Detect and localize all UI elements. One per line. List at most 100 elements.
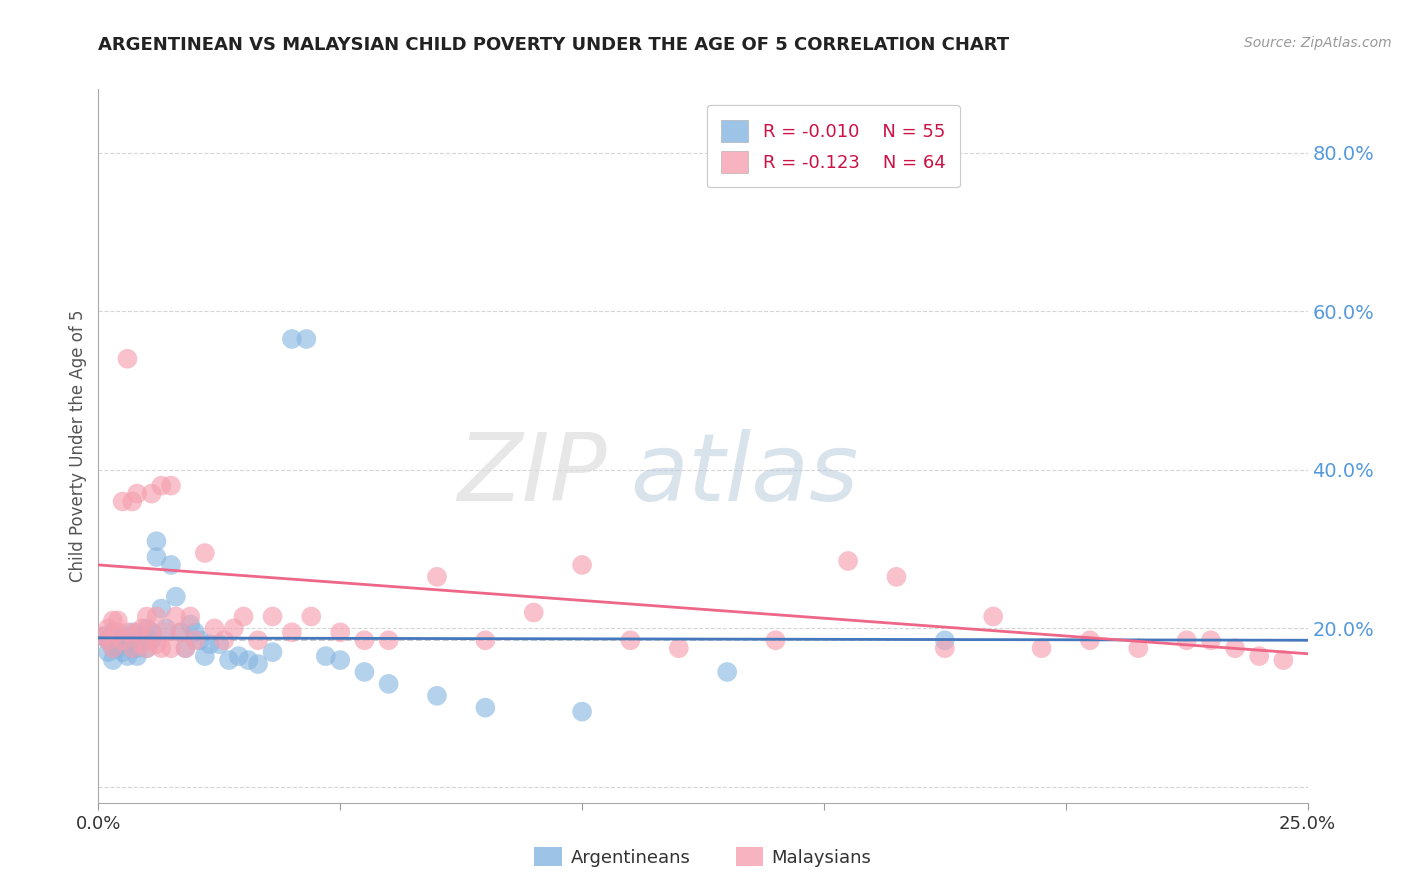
Point: [1031, 641, 1053, 656]
Point: [131, 621, 153, 635]
Point: [228, 649, 250, 664]
Point: [426, 689, 449, 703]
Point: [107, 641, 129, 656]
Point: [145, 549, 167, 564]
Point: [1078, 633, 1101, 648]
Point: [107, 633, 129, 648]
Point: [101, 653, 124, 667]
Point: [222, 621, 245, 635]
Point: [474, 633, 496, 648]
Point: [329, 625, 352, 640]
Point: [107, 625, 129, 640]
Point: [141, 625, 163, 640]
Point: [165, 609, 187, 624]
Point: [523, 606, 546, 620]
Point: [934, 641, 956, 656]
Point: [141, 633, 163, 648]
Point: [121, 633, 143, 648]
Point: [111, 633, 134, 648]
Point: [179, 617, 201, 632]
Text: ZIP: ZIP: [457, 429, 606, 520]
Point: [184, 633, 207, 648]
Point: [111, 629, 134, 643]
Point: [165, 590, 187, 604]
Legend: Argentineans, Malaysians: Argentineans, Malaysians: [527, 840, 879, 874]
Point: [150, 641, 173, 656]
Point: [117, 649, 139, 664]
Point: [194, 546, 217, 560]
Point: [353, 633, 375, 648]
Point: [145, 534, 167, 549]
Point: [131, 629, 153, 643]
Y-axis label: Child Poverty Under the Age of 5: Child Poverty Under the Age of 5: [69, 310, 87, 582]
Point: [97, 633, 120, 648]
Point: [155, 621, 177, 635]
Point: [160, 478, 183, 492]
Point: [150, 601, 173, 615]
Point: [135, 609, 157, 624]
Point: [571, 558, 593, 572]
Point: [101, 614, 124, 628]
Legend: R = -0.010    N = 55, R = -0.123    N = 64: R = -0.010 N = 55, R = -0.123 N = 64: [707, 105, 960, 187]
Point: [194, 649, 217, 664]
Point: [127, 486, 149, 500]
Point: [188, 633, 211, 648]
Point: [141, 625, 163, 640]
Point: [101, 625, 124, 640]
Point: [101, 641, 124, 656]
Point: [91, 629, 114, 643]
Point: [121, 625, 143, 640]
Point: [377, 677, 399, 691]
Point: [160, 558, 183, 572]
Point: [135, 641, 157, 656]
Point: [127, 625, 149, 640]
Point: [886, 570, 908, 584]
Point: [131, 633, 153, 648]
Point: [174, 641, 197, 656]
Point: [117, 351, 139, 366]
Point: [145, 609, 167, 624]
Point: [208, 637, 231, 651]
Point: [121, 494, 143, 508]
Point: [232, 609, 254, 624]
Point: [97, 645, 120, 659]
Point: [377, 633, 399, 648]
Point: [765, 633, 787, 648]
Point: [1223, 641, 1246, 656]
Point: [160, 641, 183, 656]
Point: [218, 653, 240, 667]
Point: [179, 609, 201, 624]
Point: [169, 625, 191, 640]
Point: [135, 621, 157, 635]
Point: [299, 609, 322, 624]
Point: [111, 494, 134, 508]
Point: [111, 633, 134, 648]
Text: ARGENTINEAN VS MALAYSIAN CHILD POVERTY UNDER THE AGE OF 5 CORRELATION CHART: ARGENTINEAN VS MALAYSIAN CHILD POVERTY U…: [98, 36, 1010, 54]
Point: [295, 332, 318, 346]
Point: [169, 625, 191, 640]
Point: [121, 641, 143, 656]
Point: [1272, 653, 1295, 667]
Point: [281, 625, 304, 640]
Point: [155, 625, 177, 640]
Point: [238, 653, 260, 667]
Point: [97, 621, 120, 635]
Point: [150, 478, 173, 492]
Point: [107, 637, 129, 651]
Point: [668, 641, 690, 656]
Point: [174, 641, 197, 656]
Point: [315, 649, 337, 664]
Point: [247, 633, 270, 648]
Point: [329, 653, 352, 667]
Point: [127, 649, 149, 664]
Point: [117, 637, 139, 651]
Point: [97, 633, 120, 648]
Point: [111, 645, 134, 659]
Point: [107, 614, 129, 628]
Point: [262, 609, 284, 624]
Point: [1175, 633, 1198, 648]
Point: [474, 700, 496, 714]
Point: [127, 641, 149, 656]
Point: [131, 637, 153, 651]
Point: [353, 665, 375, 679]
